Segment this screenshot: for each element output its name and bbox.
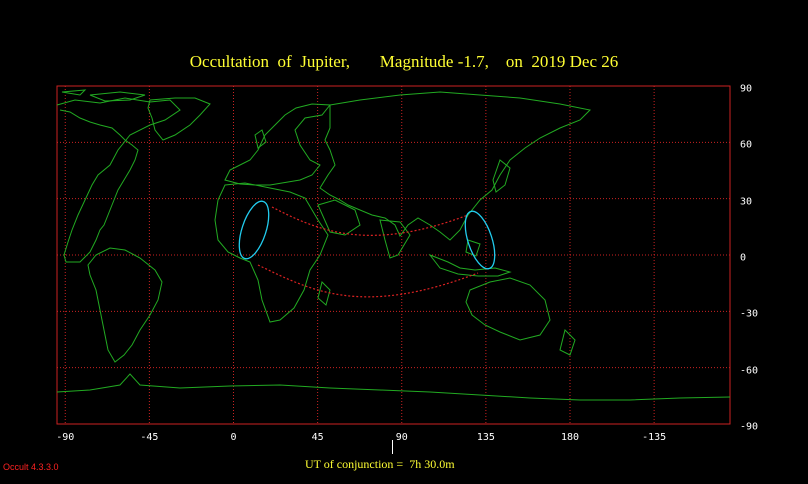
longitude-tick-label: -90 — [56, 432, 75, 443]
longitude-tick-label: -45 — [140, 432, 159, 443]
latitude-tick-label: -90 — [740, 421, 759, 433]
version-label: Occult 4.3.3.0 — [3, 462, 59, 472]
longitude-tick-label: 180 — [560, 432, 580, 443]
longitude-tick-label: 0 — [230, 432, 237, 443]
conjunction-marker — [392, 440, 393, 454]
conjunction-time: UT of conjunction = 7h 30.0m — [305, 457, 455, 471]
coast-asia — [319, 91, 592, 241]
coastlines — [56, 89, 731, 401]
coast-india — [379, 219, 411, 259]
coast-australia — [465, 277, 551, 341]
longitude-tick-label: -135 — [642, 432, 667, 443]
longitude-tick-label: 90 — [395, 432, 408, 443]
latitude-tick-label: -30 — [740, 308, 759, 320]
latitude-tick-label: 0 — [740, 252, 747, 264]
coast-indonesia — [428, 239, 512, 277]
coast-japan — [492, 159, 511, 193]
coast-new-zealand — [559, 329, 576, 356]
northern-limit — [271, 206, 469, 236]
southern-limit — [257, 264, 479, 298]
page-title: Occultation of Jupiter, Magnitude -1.7, … — [189, 52, 619, 71]
visibility-curves — [238, 200, 496, 270]
latitude-tick-label: 90 — [740, 83, 753, 95]
coast-antarctica — [56, 373, 731, 401]
longitude-tick-label: 135 — [476, 432, 495, 443]
coast-uk — [254, 129, 267, 149]
latitude-tick-label: 60 — [740, 139, 753, 151]
coast-arabia — [317, 199, 361, 236]
longitude-tick-label: 45 — [311, 432, 324, 443]
coast-africa — [214, 182, 329, 323]
coast-europe — [224, 103, 331, 186]
coast-madagascar — [317, 281, 331, 306]
occultation-path — [257, 206, 479, 298]
moonrise-curve — [238, 200, 270, 260]
coast-arctic-islands — [61, 89, 146, 102]
moonset-curve — [464, 210, 496, 270]
coast-greenland — [147, 97, 211, 141]
graticule — [57, 86, 730, 424]
latitude-tick-label: -60 — [740, 365, 759, 377]
latitude-tick-label: 30 — [740, 196, 753, 208]
coast-south-america — [87, 247, 163, 363]
coast-north-america — [56, 97, 181, 263]
